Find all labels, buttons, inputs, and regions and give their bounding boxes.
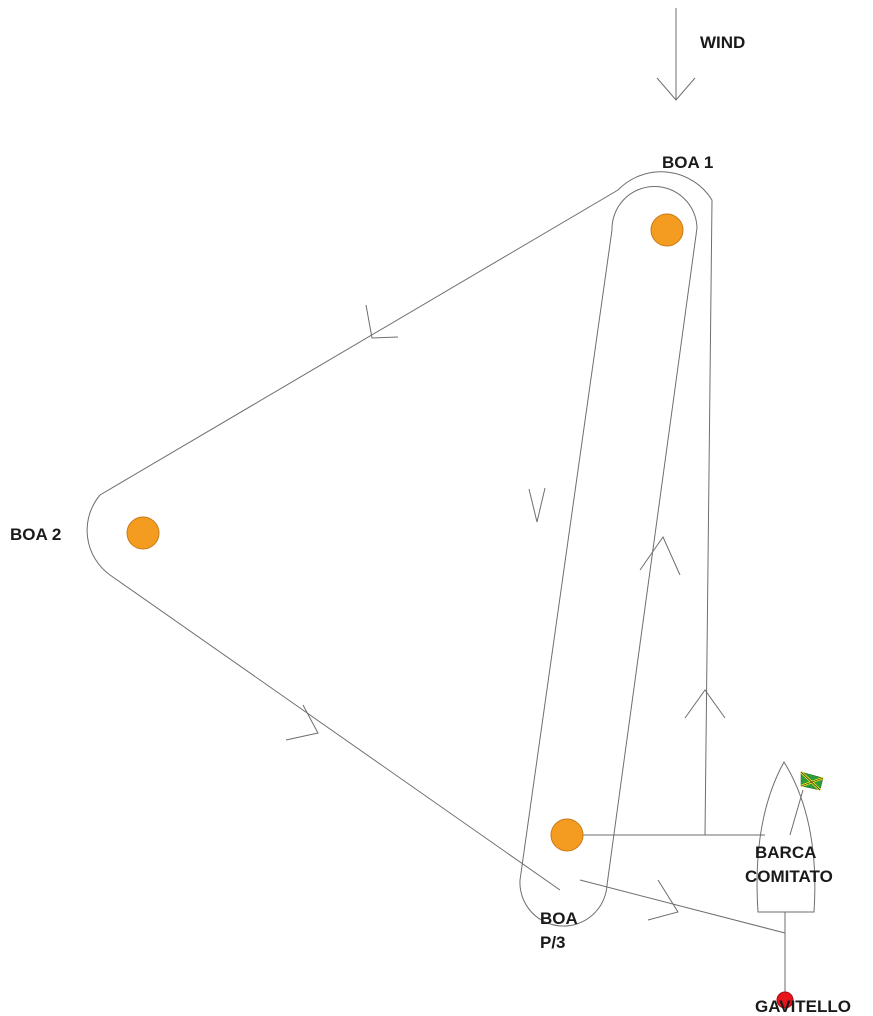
- flag-pole: [789, 789, 804, 836]
- boa-2-buoy: [126, 516, 160, 550]
- wind-arrow-icon: [656, 8, 696, 101]
- gavitello-buoy: [776, 991, 794, 1009]
- boa-p3-label-line1: BOA: [540, 909, 578, 928]
- boa-1-buoy: [650, 213, 684, 247]
- triangle-course-path: [86, 171, 713, 891]
- start-line-right: [704, 199, 713, 836]
- wind-label: WIND: [700, 33, 745, 52]
- committee-boat-icon: [756, 761, 816, 913]
- boa-1-label: BOA 1: [662, 153, 713, 172]
- finish-line: [579, 879, 786, 934]
- committee-boat-label-line2: COMITATO: [745, 867, 833, 886]
- windward-leeward-loop: [519, 186, 698, 927]
- course-arrow-4-icon: [684, 689, 726, 719]
- course-arrow-2-icon: [528, 487, 546, 523]
- course-arrow-1-icon: [365, 304, 399, 339]
- boa-p3-buoy: [550, 818, 584, 852]
- gavitello-label: GAVITELLO: [755, 997, 851, 1016]
- course-arrow-5-icon: [285, 704, 319, 741]
- course-arrow-3-icon: [639, 535, 681, 576]
- committee-boat-label-line1: BARCA: [755, 843, 816, 862]
- flag-icon: [800, 771, 824, 791]
- boa-p3-label-line2: P/3: [540, 933, 566, 952]
- course-arrow-6-icon: [647, 879, 679, 921]
- boa-2-label: BOA 2: [10, 525, 61, 544]
